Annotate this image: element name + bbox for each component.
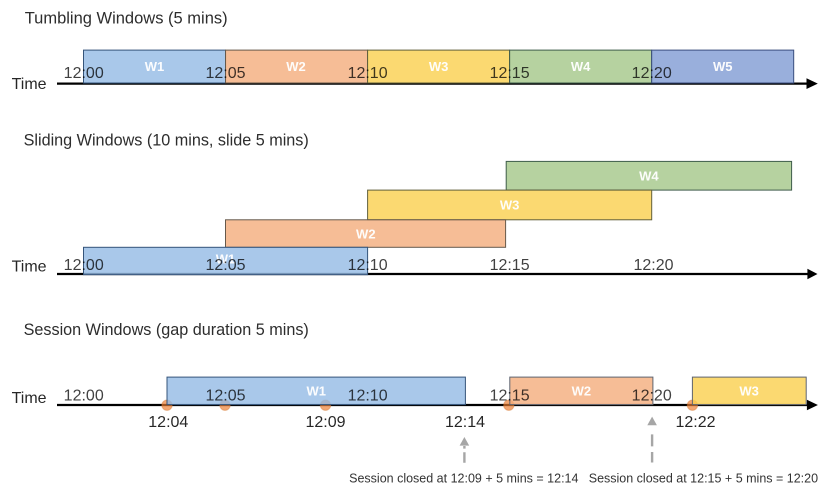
- svg-text:Session closed at 12:09 + 5 mi: Session closed at 12:09 + 5 mins = 12:14: [349, 472, 578, 486]
- svg-text:12:20: 12:20: [633, 257, 673, 274]
- svg-text:Session Windows (gap duration: Session Windows (gap duration 5 mins): [24, 321, 309, 339]
- svg-text:12:14: 12:14: [445, 414, 485, 431]
- svg-text:W2: W2: [356, 226, 376, 241]
- svg-text:W1: W1: [216, 252, 236, 267]
- svg-text:Session closed at 12:15 + 5 mi: Session closed at 12:15 + 5 mins = 12:20: [589, 472, 818, 486]
- svg-text:Time: Time: [12, 259, 47, 276]
- svg-text:12:20: 12:20: [632, 65, 672, 82]
- svg-text:Time: Time: [12, 76, 47, 93]
- svg-text:12:05: 12:05: [205, 257, 245, 274]
- svg-text:12:15: 12:15: [490, 387, 530, 404]
- svg-text:12:00: 12:00: [64, 257, 104, 274]
- svg-text:W1: W1: [306, 383, 326, 398]
- svg-text:12:10: 12:10: [348, 65, 388, 82]
- svg-text:12:05: 12:05: [205, 387, 245, 404]
- svg-text:12:04: 12:04: [148, 414, 188, 431]
- svg-text:W3: W3: [739, 383, 759, 398]
- svg-text:W3: W3: [500, 198, 520, 213]
- svg-text:12:05: 12:05: [205, 65, 245, 82]
- svg-text:12:09: 12:09: [305, 414, 345, 431]
- svg-text:12:20: 12:20: [632, 387, 672, 404]
- svg-text:12:15: 12:15: [490, 257, 530, 274]
- svg-text:12:00: 12:00: [64, 65, 104, 82]
- svg-text:W5: W5: [713, 59, 733, 74]
- svg-text:Time: Time: [12, 390, 47, 407]
- svg-text:W1: W1: [145, 59, 165, 74]
- svg-text:12:15: 12:15: [490, 65, 530, 82]
- svg-text:Tumbling Windows (5 mins): Tumbling Windows (5 mins): [25, 9, 228, 27]
- svg-text:Sliding Windows (10 mins, slid: Sliding Windows (10 mins, slide 5 mins): [24, 131, 309, 149]
- svg-text:W4: W4: [571, 59, 591, 74]
- svg-text:W2: W2: [286, 59, 306, 74]
- svg-text:12:00: 12:00: [64, 387, 104, 404]
- svg-text:12:22: 12:22: [675, 414, 715, 431]
- svg-text:12:10: 12:10: [348, 257, 388, 274]
- svg-text:W3: W3: [429, 59, 449, 74]
- svg-text:W4: W4: [639, 169, 659, 184]
- svg-text:W2: W2: [572, 383, 592, 398]
- svg-text:12:10: 12:10: [348, 387, 388, 404]
